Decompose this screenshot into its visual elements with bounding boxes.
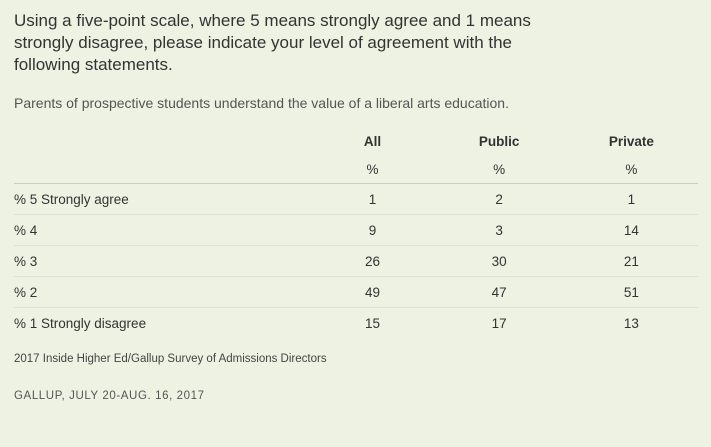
unit-all: %: [366, 161, 379, 177]
cell-public: 17: [491, 315, 507, 331]
cell-public: 30: [491, 253, 507, 269]
cell-public: 2: [495, 191, 503, 207]
column-header-all: All: [363, 133, 382, 149]
question-text: Using a five-point scale, where 5 means …: [14, 11, 531, 74]
units-blank: [14, 155, 311, 184]
cell-private: 21: [623, 253, 639, 269]
table-row: % 1 Strongly disagree 15 17 13: [14, 308, 698, 339]
cell-public: 3: [495, 222, 503, 238]
table-units-row: % % %: [14, 155, 698, 184]
cell-private: 1: [627, 191, 636, 207]
cell-private: 51: [623, 284, 639, 300]
row-label: % 1 Strongly disagree: [14, 315, 147, 331]
row-label: % 2: [14, 284, 38, 300]
table-header-row: All Public Private: [14, 127, 698, 155]
source-note: 2017 Inside Higher Ed/Gallup Survey of A…: [14, 353, 327, 365]
cell-all: 49: [364, 284, 380, 300]
header-blank: [14, 127, 311, 155]
row-label: % 3: [14, 253, 38, 269]
cell-all: 1: [368, 191, 377, 207]
table-row: % 2 49 47 51: [14, 277, 698, 308]
unit-public: %: [493, 161, 506, 177]
cell-public: 47: [491, 284, 507, 300]
cell-all: 9: [368, 222, 377, 238]
row-label: % 5 Strongly agree: [14, 191, 129, 207]
table-row: % 5 Strongly agree 1 2 1: [14, 184, 698, 215]
cell-private: 13: [623, 315, 639, 331]
cell-all: 26: [364, 253, 380, 269]
results-table: All Public Private % % % % 5 Strongly ag…: [14, 127, 698, 338]
table-row: % 4 9 3 14: [14, 215, 698, 246]
column-header-private: Private: [608, 133, 654, 149]
unit-private: %: [625, 161, 638, 177]
row-label: % 4: [14, 222, 38, 238]
cell-all: 15: [364, 315, 380, 331]
statement-subtitle: Parents of prospective students understa…: [14, 95, 509, 111]
cell-private: 14: [623, 222, 639, 238]
gallup-credit: GALLUP, JULY 20-AUG. 16, 2017: [14, 390, 205, 402]
table-row: % 3 26 30 21: [14, 246, 698, 277]
column-header-public: Public: [478, 133, 520, 149]
